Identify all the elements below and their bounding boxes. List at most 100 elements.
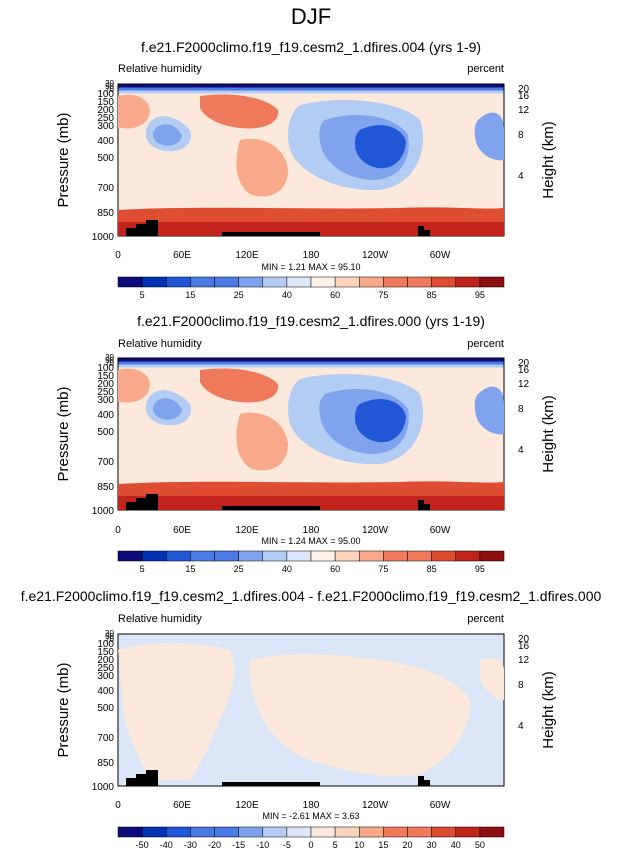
x-tick-label: 60W xyxy=(430,525,451,536)
colorbar-box xyxy=(141,276,167,288)
panel-2-units-label: percent xyxy=(467,338,504,350)
colorbar-box xyxy=(238,826,263,838)
panel-1-moist-region-1 xyxy=(200,94,279,129)
colorbar-tick-label: 75 xyxy=(378,290,388,300)
y-tick-label: 100 xyxy=(97,89,114,100)
panel-3-positive-region-3 xyxy=(480,658,504,700)
colorbar-tick-label: -5 xyxy=(283,840,291,850)
x-tick-label: 0 xyxy=(115,525,121,536)
colorbar-box xyxy=(334,826,360,838)
colorbar-tick-label: 60 xyxy=(330,290,340,300)
y-tick-label: 700 xyxy=(97,183,114,194)
y-tick-label: 300 xyxy=(97,121,114,132)
panel-2-ylabel-right: Height (km) xyxy=(540,395,557,473)
x-tick-label: 120E xyxy=(235,800,259,811)
colorbar-box xyxy=(262,550,288,562)
y-right-tick-label: 12 xyxy=(518,379,530,390)
panel-2-stratosphere-band xyxy=(118,358,504,362)
colorbar-box xyxy=(214,550,239,562)
colorbar-tick-label: 50 xyxy=(475,840,485,850)
colorbar-tick-label: 40 xyxy=(282,564,292,574)
colorbar-tick-label: 95 xyxy=(475,290,485,300)
panel-1-stratosphere-band-2 xyxy=(118,87,504,91)
colorbar-box xyxy=(479,276,505,288)
panel-3-ylabel-right: Height (km) xyxy=(540,671,557,749)
x-tick-label: 60E xyxy=(173,525,191,536)
colorbar-box xyxy=(310,550,336,562)
colorbar-box xyxy=(310,276,336,288)
panel-1: f.e21.F2000climo.f19_f19.cesm2_1.dfires.… xyxy=(55,39,557,300)
y-tick-label: 250 xyxy=(97,663,114,674)
x-tick-label: 120W xyxy=(362,250,389,261)
colorbar-box xyxy=(359,826,384,838)
page-title: DJF xyxy=(291,4,331,29)
panel-1-dry-region-3 xyxy=(474,112,504,161)
panel-3: f.e21.F2000climo.f19_f19.cesm2_1.dfires.… xyxy=(21,588,602,850)
panel-2-variable-label: Relative humidity xyxy=(118,338,202,350)
panel-1-moist-region-2 xyxy=(236,138,288,197)
colorbar-box xyxy=(190,826,215,838)
panel-1-colorbar: 5 15 25 40 60 75 85 95 xyxy=(117,276,505,300)
colorbar-box xyxy=(334,550,360,562)
y-tick-label: 100 xyxy=(97,639,114,650)
colorbar-box xyxy=(262,276,288,288)
colorbar-tick-label: 0 xyxy=(308,840,313,850)
colorbar-box xyxy=(407,550,432,562)
panel-2-dry-region-3 xyxy=(474,386,504,435)
panel-1-variable-label: Relative humidity xyxy=(118,63,202,75)
panel-2-topography xyxy=(126,494,430,510)
colorbar-tick-label: -10 xyxy=(256,840,269,850)
y-tick-label: 30 xyxy=(105,79,114,88)
colorbar-tick-label: 15 xyxy=(185,290,195,300)
y-right-tick-label: 20 xyxy=(518,84,530,95)
y-tick-label: 200 xyxy=(97,105,114,116)
panel-3-min-max: MIN = -2.61 MAX = 3.63 xyxy=(262,811,359,821)
colorbar-box xyxy=(166,826,191,838)
y-tick-label: 700 xyxy=(97,733,114,744)
y-right-tick-label: 12 xyxy=(518,655,530,666)
colorbar-box xyxy=(214,276,239,288)
colorbar-box xyxy=(286,826,312,838)
colorbar-tick-label: 85 xyxy=(427,564,437,574)
y-right-tick-label: 8 xyxy=(518,404,524,415)
colorbar-box xyxy=(334,276,360,288)
x-tick-label: 180 xyxy=(303,800,320,811)
panel-1-units-label: percent xyxy=(467,63,504,75)
colorbar-box xyxy=(431,276,456,288)
colorbar-tick-label: 25 xyxy=(234,290,244,300)
y-tick-label: 100 xyxy=(97,363,114,374)
colorbar-tick-label: 20 xyxy=(402,840,412,850)
y-tick-label: 30 xyxy=(105,353,114,362)
colorbar-box xyxy=(214,826,239,838)
panel-2-colorbar: 5 15 25 40 60 75 85 95 xyxy=(117,550,505,574)
colorbar-box xyxy=(262,826,288,838)
x-tick-label: 120W xyxy=(362,525,389,536)
colorbar-box xyxy=(455,826,481,838)
colorbar-tick-label: 40 xyxy=(282,290,292,300)
panel-3-units-label: percent xyxy=(467,613,504,625)
panel-1-stratosphere-band-3 xyxy=(118,90,504,94)
y-tick-label: 250 xyxy=(97,113,114,124)
colorbar-box xyxy=(141,550,167,562)
y-right-tick-label: 4 xyxy=(518,721,524,732)
y-tick-label: 850 xyxy=(97,208,114,219)
colorbar-tick-label: 5 xyxy=(333,840,338,850)
panel-1-moist-region-3 xyxy=(118,94,150,129)
panel-3-y-ticks-right: 4 8 12 16 20 xyxy=(518,634,530,732)
colorbar-box xyxy=(383,550,408,562)
panel-2-stratosphere-band-2 xyxy=(118,361,504,365)
colorbar-tick-label: 60 xyxy=(330,564,340,574)
colorbar-box xyxy=(190,550,215,562)
y-right-tick-label: 20 xyxy=(518,634,530,645)
colorbar-tick-label: 10 xyxy=(354,840,364,850)
y-tick-label: 70 xyxy=(105,635,114,644)
colorbar-tick-label: -15 xyxy=(232,840,245,850)
colorbar-box xyxy=(310,826,336,838)
colorbar-box xyxy=(431,550,456,562)
x-tick-label: 0 xyxy=(115,250,121,261)
colorbar-box xyxy=(359,276,384,288)
panel-1-stratosphere-band xyxy=(118,84,504,88)
x-tick-label: 0 xyxy=(115,800,121,811)
panel-2-moist-region-1 xyxy=(200,368,279,403)
